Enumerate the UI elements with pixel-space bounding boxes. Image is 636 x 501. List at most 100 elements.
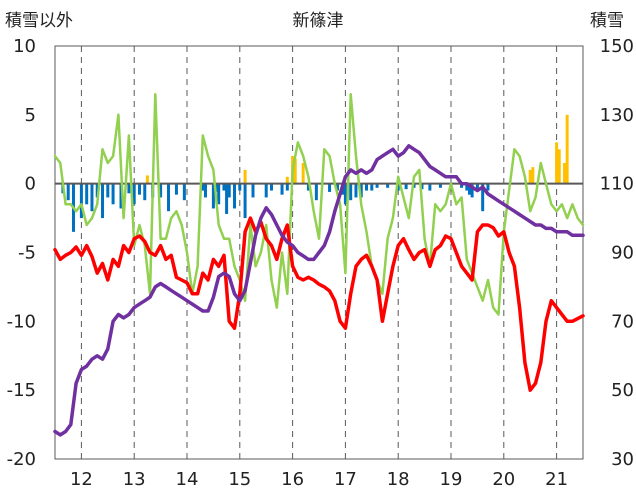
right-axis-label: 積雪 xyxy=(590,11,624,31)
blue-bar xyxy=(211,183,215,209)
blue-bar xyxy=(85,183,89,205)
blue-bar xyxy=(481,183,485,212)
blue-bar xyxy=(251,183,255,198)
right-y-tick-label: 130 xyxy=(600,105,634,126)
blue-bar xyxy=(79,183,83,219)
blue-bar xyxy=(127,183,131,194)
x-tick-label: 16 xyxy=(281,469,304,490)
blue-bar xyxy=(222,183,226,191)
blue-bar xyxy=(132,183,136,205)
orange-bar xyxy=(243,169,247,184)
x-tick-label: 20 xyxy=(492,469,515,490)
blue-bar xyxy=(233,183,237,209)
orange-bar xyxy=(565,114,569,184)
blue-bar xyxy=(201,183,205,191)
left-y-tick-label: -10 xyxy=(7,311,36,332)
blue-bar xyxy=(470,183,474,198)
blue-bar xyxy=(438,183,442,188)
x-tick-label: 21 xyxy=(545,469,568,490)
axes: 12 13 14 15 16 17 18 19 20 211050-5-10-15-2015013… xyxy=(7,36,634,490)
blue-bar xyxy=(119,183,123,209)
blue-bar xyxy=(467,183,471,195)
blue-bar xyxy=(174,183,178,195)
x-tick-label: 19 xyxy=(440,469,463,490)
right-y-tick-label: 150 xyxy=(600,36,634,57)
blue-bar xyxy=(227,183,231,198)
orange-bar xyxy=(555,142,559,184)
blue-bar xyxy=(370,183,374,191)
orange-bar xyxy=(557,149,561,184)
blue-bar xyxy=(314,183,318,201)
gridlines xyxy=(80,46,558,459)
orange-bar xyxy=(531,167,535,184)
left-axis-label: 積雪以外 xyxy=(5,11,73,31)
blue-bar xyxy=(359,183,363,198)
orange-bar xyxy=(285,176,289,184)
left-y-tick-label: 0 xyxy=(25,174,36,195)
blue-bar xyxy=(238,183,242,191)
blue-bar xyxy=(428,183,432,191)
blue-bar xyxy=(90,183,94,212)
blue-bar xyxy=(386,183,390,188)
right-y-tick-label: 110 xyxy=(600,174,634,195)
blue-bar xyxy=(285,183,289,191)
orange-bar xyxy=(528,169,532,184)
right-y-tick-label: 70 xyxy=(611,311,634,332)
left-y-tick-label: -20 xyxy=(7,449,36,470)
orange-bar xyxy=(293,158,297,184)
blue-bar xyxy=(306,183,310,191)
right-y-tick-label: 30 xyxy=(611,449,634,470)
blue-bar xyxy=(243,183,247,219)
blue-bar xyxy=(475,183,479,191)
blue-bar xyxy=(465,183,469,191)
blue-bar xyxy=(182,183,186,201)
blue-bar xyxy=(111,183,115,205)
chart-title: 新篠津 xyxy=(293,11,344,31)
blue-bar xyxy=(101,183,105,219)
x-tick-label: 18 xyxy=(387,469,410,490)
blue-bar xyxy=(280,183,284,195)
left-y-tick-label: 10 xyxy=(13,36,36,57)
x-tick-label: 14 xyxy=(176,469,199,490)
right-y-tick-label: 90 xyxy=(611,243,634,264)
blue-bar xyxy=(349,183,353,201)
blue-bar xyxy=(420,183,424,190)
left-y-tick-label: -5 xyxy=(18,243,36,264)
orange-bar xyxy=(145,175,149,184)
blue-bar xyxy=(328,183,332,192)
purple-series-line xyxy=(53,144,585,437)
blue-bar xyxy=(335,183,339,191)
blue-bar xyxy=(269,183,273,191)
blue-bar xyxy=(486,183,490,191)
line-series xyxy=(53,92,585,437)
blue-bar xyxy=(159,183,163,198)
blue-bar xyxy=(354,183,358,198)
left-y-tick-label: 5 xyxy=(25,105,36,126)
blue-bar xyxy=(264,183,268,198)
blue-bar xyxy=(343,183,347,205)
x-tick-label: 12 xyxy=(70,469,93,490)
blue-bar xyxy=(396,183,400,191)
blue-bar xyxy=(203,183,207,198)
orange-bar xyxy=(301,163,305,184)
blue-bar xyxy=(143,183,147,201)
bar-series xyxy=(61,114,569,232)
blue-bar xyxy=(365,183,369,191)
blue-bar xyxy=(375,183,379,188)
blue-bar xyxy=(106,183,110,198)
x-tick-label: 15 xyxy=(228,469,251,490)
blue-bar xyxy=(404,183,408,190)
blue-bar xyxy=(66,183,70,201)
red-series-line xyxy=(53,216,585,392)
blue-bar xyxy=(95,183,99,198)
right-y-tick-label: 50 xyxy=(611,380,634,401)
blue-bar xyxy=(225,183,229,214)
blue-bar xyxy=(137,183,141,195)
x-tick-label: 17 xyxy=(334,469,357,490)
orange-bar xyxy=(563,163,567,184)
blue-bar xyxy=(217,183,221,205)
left-y-tick-label: -15 xyxy=(7,380,36,401)
blue-bar xyxy=(460,183,464,188)
